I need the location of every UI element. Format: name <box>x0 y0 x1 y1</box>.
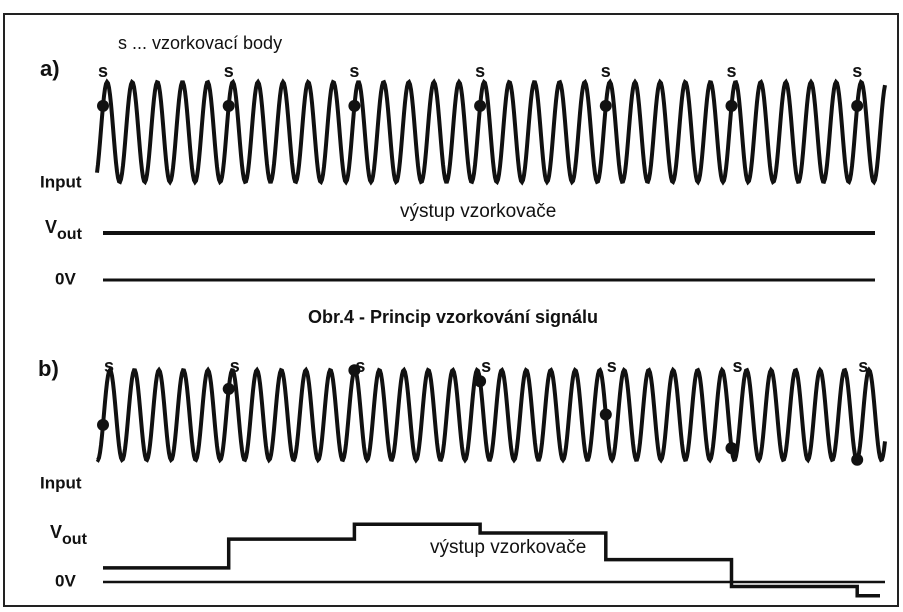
sample-dot <box>474 99 487 112</box>
sample-label: s <box>224 61 234 81</box>
sample-dot <box>348 99 361 112</box>
sample-dot <box>222 99 235 112</box>
sample-dot <box>97 418 109 431</box>
sample-dot <box>599 408 612 421</box>
legend: s ... vzorkovací body <box>118 33 282 53</box>
vout-sub: out <box>57 226 83 243</box>
sample-label: s <box>481 356 491 376</box>
zero-label: 0V <box>55 269 76 288</box>
sample-dot <box>851 453 864 466</box>
sample-dot <box>97 99 109 112</box>
sample-dot <box>222 382 235 395</box>
sample-label: s <box>104 356 114 376</box>
frame <box>3 13 899 607</box>
vout-sub: out <box>62 531 88 548</box>
sample-label: s <box>230 356 240 376</box>
output-label: výstup vzorkovače <box>430 537 586 558</box>
sample-label: s <box>98 61 108 81</box>
sample-label: s <box>732 356 742 376</box>
output-staircase <box>103 522 880 598</box>
vout-label: Vout <box>45 217 83 243</box>
sample-dot <box>725 99 738 112</box>
sample-dot <box>348 364 361 377</box>
input-wave <box>95 78 887 186</box>
input-label: Input <box>40 473 82 492</box>
sample-label: s <box>601 61 611 81</box>
panel-label: a) <box>40 56 60 81</box>
sample-label: s <box>475 61 485 81</box>
sample-dot <box>599 99 612 112</box>
sample-label: s <box>607 356 617 376</box>
sample-dot <box>725 442 738 455</box>
panel-label: b) <box>38 356 59 381</box>
sample-label: s <box>726 61 736 81</box>
vout-label: Vout <box>50 522 88 548</box>
sample-dot <box>474 375 487 388</box>
vout-main: V <box>45 217 57 237</box>
zero-label: 0V <box>55 571 76 590</box>
sample-label: s <box>349 61 359 81</box>
sample-label: s <box>852 61 862 81</box>
vout-main: V <box>50 522 62 542</box>
input-label: Input <box>40 172 82 191</box>
output-label: výstup vzorkovače <box>400 201 556 222</box>
sample-label: s <box>355 356 365 376</box>
sample-label: s <box>858 356 868 376</box>
sample-dot <box>851 99 864 112</box>
input-wave <box>95 366 887 464</box>
caption: Obr.4 - Princip vzorkování signálu <box>308 307 598 327</box>
